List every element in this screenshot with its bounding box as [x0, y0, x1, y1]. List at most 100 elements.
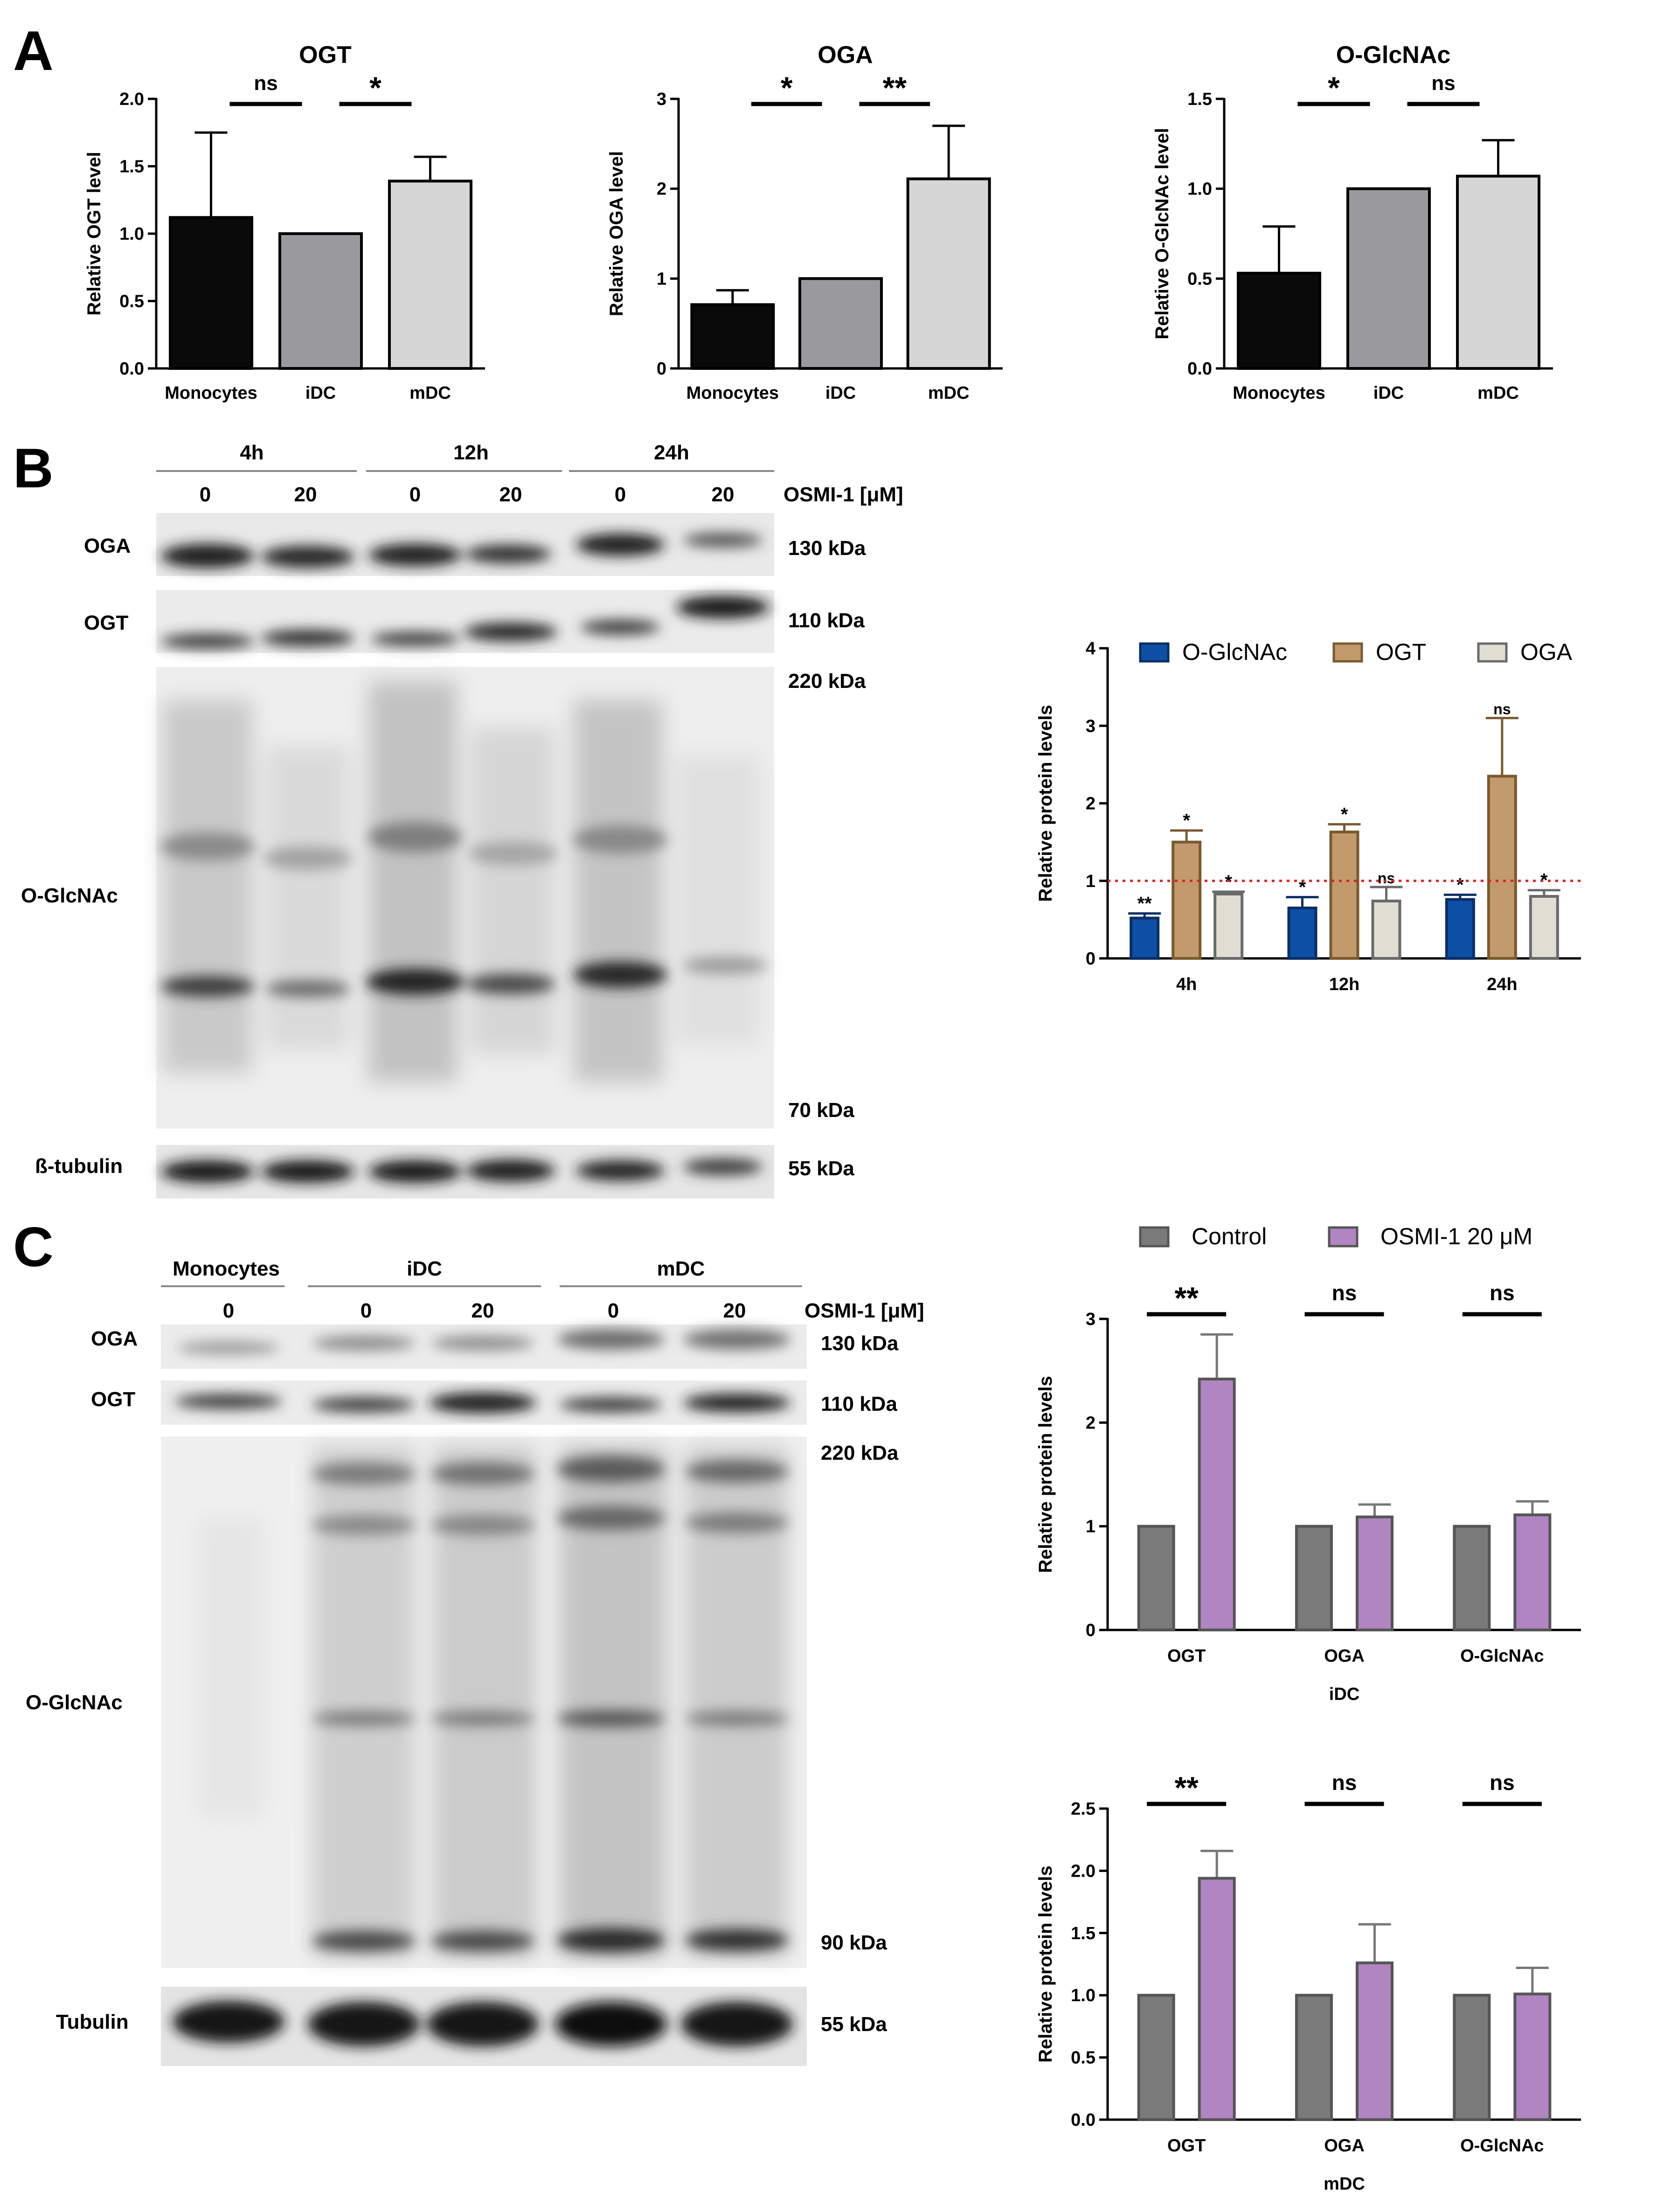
x-tick-label: iDC	[825, 383, 856, 403]
blot-c-lane-label: 20	[471, 1299, 494, 1322]
blot-c-lane-label: 20	[723, 1299, 746, 1322]
blot-c-group-mdc: mDC	[657, 1257, 705, 1280]
chart-a-oga: 0 1 2 3 Relative OGA level OGA Monocytes iDC mDC…	[606, 42, 1003, 403]
legend-swatch	[1328, 1226, 1359, 1248]
x-tick-label: O-GlcNAc	[1460, 1646, 1544, 1666]
blot-b-row-ogt: OGT	[84, 611, 128, 634]
y-tick-label: 2.0	[1071, 1861, 1095, 1881]
y-tick-label: 1	[1086, 872, 1095, 891]
bar	[1513, 1513, 1552, 1631]
blot-b-oga-bands	[161, 533, 763, 568]
significance-label: *	[1299, 877, 1306, 898]
x-tick-label: 12h	[1329, 975, 1359, 994]
y-tick-label: 2.0	[119, 90, 144, 109]
y-tick-label: 1.5	[1071, 1924, 1095, 1943]
significance-label: *	[1456, 875, 1464, 895]
y-tick-label: 1.0	[119, 224, 144, 244]
bar	[1137, 1525, 1175, 1632]
blot-c-lane-label: 0	[361, 1299, 372, 1322]
blot-b-lane-label: 20	[294, 483, 317, 506]
bar	[1172, 840, 1202, 960]
blot-b-oglcnac-bands	[161, 822, 767, 997]
panel-label-c: C	[13, 1216, 54, 1278]
blot-b-tubulin-strip	[156, 1145, 774, 1199]
bar	[1529, 895, 1559, 960]
bar	[798, 277, 883, 370]
significance-label: *	[1341, 804, 1348, 825]
y-tick-label: 0.5	[119, 292, 144, 312]
blot-c-marker-55: 55 kDa	[821, 2013, 887, 2036]
blot-b-row-tubulin: ß-tubulin	[35, 1155, 123, 1178]
y-axis-label: Relative O-GlcNAc level	[1152, 128, 1172, 340]
significance-label: *	[1328, 70, 1340, 105]
y-tick-label: 1.5	[1187, 90, 1212, 109]
significance-label: ns	[1332, 1770, 1357, 1795]
blot-b-oga-strip	[156, 513, 774, 576]
bar	[1295, 1525, 1333, 1632]
bar	[1445, 898, 1475, 960]
blot-b-treatment-label: OSMI-1 [μM]	[783, 483, 903, 506]
y-tick-label: 1	[1086, 1517, 1095, 1537]
blot-c-marker-90: 90 kDa	[821, 1931, 887, 1954]
blot-b-marker-70: 70 kDa	[788, 1099, 854, 1122]
y-tick-label: 0	[1086, 949, 1095, 969]
x-tick-label: 4h	[1176, 975, 1197, 994]
significance-label: **	[1174, 1281, 1199, 1315]
bar	[1346, 187, 1431, 370]
bar	[1513, 1992, 1552, 2122]
y-tick-label: 2	[657, 180, 666, 199]
x-tick-label: mDC	[1477, 383, 1519, 403]
y-tick-label: 1	[657, 269, 666, 289]
blot-b-lane-label: 0	[200, 483, 211, 506]
bar	[1237, 271, 1321, 370]
bar	[1356, 1515, 1394, 1632]
y-tick-label: 3	[1086, 716, 1095, 736]
panel-label-b: B	[13, 437, 54, 499]
blot-b-group-4h: 4h	[240, 441, 263, 464]
y-tick-label: 0	[1086, 1621, 1095, 1640]
blot-b-marker-130: 130 kDa	[788, 537, 866, 560]
bar	[1329, 831, 1359, 960]
legend-label: OSMI-1 20 μM	[1380, 1223, 1532, 1249]
blot-c-oga-bands	[177, 1329, 790, 1354]
significance-label: ns	[1431, 72, 1455, 95]
bar	[278, 232, 363, 370]
significance-label: **	[1137, 894, 1152, 914]
x-tick-label: Monocytes	[686, 383, 779, 403]
legend-label: Control	[1192, 1223, 1267, 1249]
blot-b-group-24h: 24h	[654, 441, 689, 464]
blot-c-lane-label: 0	[608, 1299, 619, 1322]
blot-c-group-monocytes: Monocytes	[173, 1257, 280, 1280]
blot-c-row-oga: OGA	[91, 1327, 138, 1350]
blot-b-tubulin-bands	[161, 1158, 763, 1183]
x-tick-label: iDC	[305, 383, 336, 403]
x-tick-label: OGT	[1167, 2136, 1206, 2156]
x-axis-label: mDC	[1324, 2174, 1365, 2194]
significance-label: **	[1174, 1770, 1199, 1805]
blot-b-marker-110: 110 kDa	[788, 609, 865, 632]
y-tick-label: 1.0	[1071, 1986, 1095, 2005]
blot-b-group-12h: 12h	[453, 441, 489, 464]
chart-title: OGT	[299, 42, 352, 69]
y-axis-label: Relative protein levels	[1035, 705, 1056, 901]
bar	[1287, 906, 1317, 960]
significance-label: **	[883, 70, 907, 105]
y-tick-label: 0.0	[119, 359, 144, 379]
bar	[1213, 893, 1244, 960]
y-tick-label: 0.0	[1187, 359, 1212, 379]
x-tick-label: O-GlcNAc	[1460, 2136, 1544, 2156]
x-tick-label: Monocytes	[1233, 383, 1325, 403]
bar	[1453, 1994, 1491, 2122]
x-tick-label: Monocytes	[165, 383, 257, 403]
blot-b-oglcnac-smears	[163, 681, 760, 1082]
blot-b-ogt-bands	[161, 596, 770, 649]
x-tick-label: iDC	[1373, 383, 1404, 403]
significance-label: ns	[254, 72, 277, 95]
significance-label: *	[1183, 811, 1190, 831]
y-tick-label: 0.5	[1187, 269, 1212, 289]
blot-c-row-oglcnac: O-GlcNAc	[26, 1691, 123, 1714]
bar	[690, 303, 775, 370]
y-tick-label: 0.5	[1071, 2048, 1095, 2068]
significance-label: *	[781, 70, 793, 105]
